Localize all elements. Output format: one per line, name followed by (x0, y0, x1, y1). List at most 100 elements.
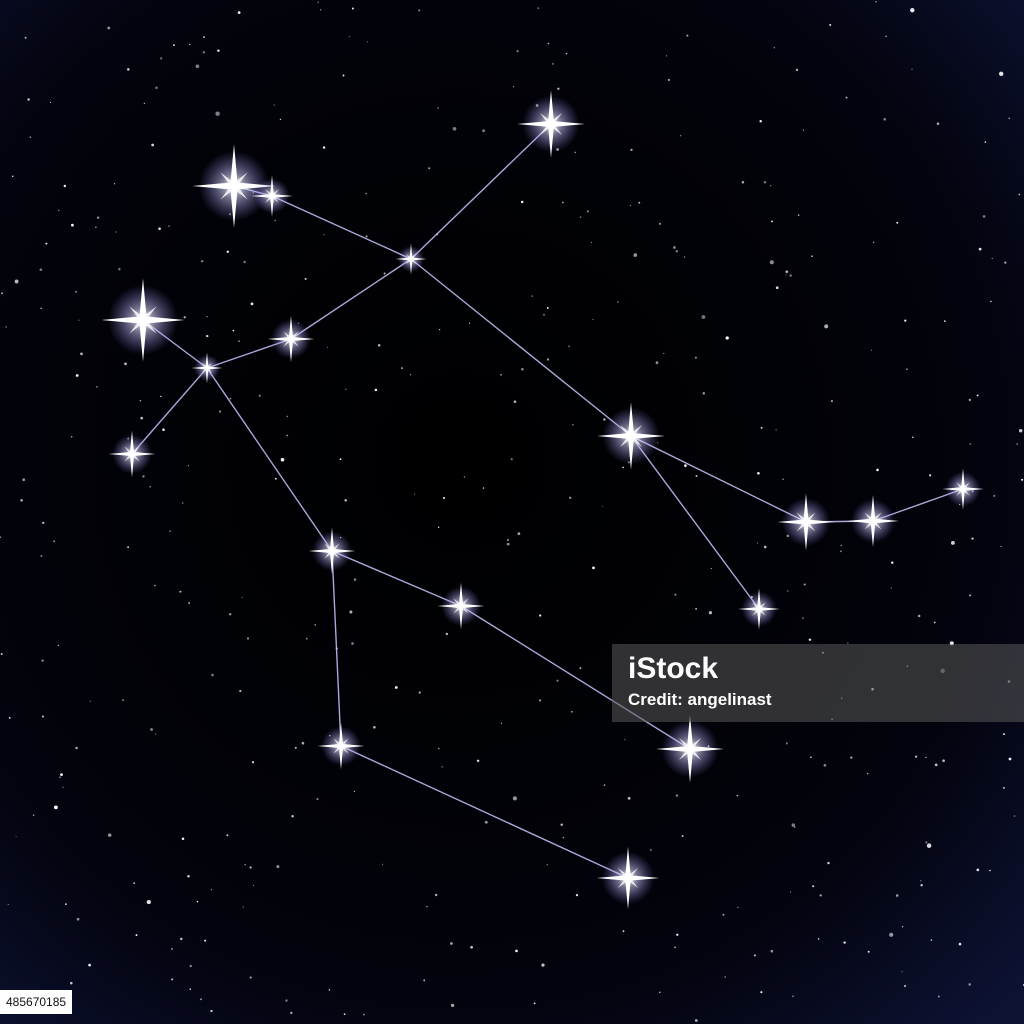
background-star (62, 786, 64, 788)
background-star (686, 34, 689, 37)
background-star (873, 241, 875, 243)
background-star (819, 894, 822, 897)
bright-star (517, 90, 585, 158)
background-star (901, 971, 903, 973)
background-star (695, 474, 698, 478)
background-star (896, 221, 899, 224)
background-star (791, 823, 796, 827)
background-star (258, 394, 261, 397)
background-star (71, 223, 74, 227)
background-star (756, 542, 758, 544)
background-star (274, 219, 276, 222)
background-star (244, 863, 246, 866)
background-star (902, 926, 904, 928)
background-star (40, 554, 43, 557)
background-star (810, 756, 812, 759)
background-star (539, 699, 542, 702)
background-star (579, 216, 582, 218)
background-star (722, 913, 725, 916)
bright-star (251, 175, 293, 217)
background-star (968, 983, 971, 986)
background-star (675, 250, 678, 253)
background-star (741, 181, 745, 184)
background-star (663, 352, 665, 355)
background-star (45, 242, 48, 245)
background-star (273, 104, 275, 106)
background-star (41, 659, 44, 662)
background-star (993, 494, 996, 497)
background-star (769, 260, 774, 265)
background-star (179, 590, 182, 593)
background-star (124, 362, 127, 366)
background-star (885, 35, 887, 38)
background-star (183, 316, 186, 319)
background-star (513, 86, 515, 88)
background-star (373, 725, 376, 729)
background-star (22, 478, 25, 481)
background-star (409, 374, 412, 376)
background-star (279, 118, 282, 121)
background-star (875, 0, 877, 3)
background-star (484, 820, 488, 824)
background-star (793, 826, 796, 828)
constellation-line (630, 435, 807, 523)
background-star (0, 536, 2, 538)
background-star (383, 272, 386, 275)
background-star (537, 7, 540, 9)
background-star (984, 141, 987, 143)
background-star (133, 882, 136, 885)
background-star (541, 963, 545, 967)
background-star (173, 44, 175, 46)
background-star (546, 864, 548, 866)
background-star (1013, 815, 1016, 817)
background-star (546, 306, 549, 309)
background-star (760, 991, 763, 994)
watermark-logo: iStock (628, 652, 719, 685)
background-star (88, 963, 91, 967)
background-star (301, 741, 305, 745)
background-star (8, 717, 11, 719)
background-star (187, 875, 190, 878)
background-star (118, 268, 121, 271)
background-star (586, 210, 589, 213)
background-star (512, 796, 517, 801)
background-star (246, 637, 250, 640)
background-star (789, 891, 792, 893)
background-star (770, 949, 774, 953)
background-star (630, 148, 633, 152)
background-star (770, 185, 772, 187)
background-star (78, 319, 80, 321)
background-star (725, 336, 729, 340)
background-star (579, 667, 582, 670)
background-star (5, 326, 7, 328)
background-star (414, 493, 416, 495)
background-star (895, 894, 899, 897)
background-star (562, 836, 565, 839)
background-star (437, 107, 439, 109)
background-star (969, 443, 971, 445)
bright-star (656, 715, 724, 783)
credit-label: Credit: (628, 690, 683, 709)
background-star (188, 602, 191, 604)
bright-star (191, 352, 223, 384)
background-star (75, 374, 79, 377)
background-star (64, 903, 67, 906)
background-star (702, 392, 706, 395)
background-star (624, 739, 626, 741)
background-star (374, 388, 378, 392)
background-star (546, 358, 550, 361)
background-star (547, 42, 550, 45)
background-star (24, 36, 27, 39)
background-star (291, 815, 294, 818)
background-star (328, 989, 331, 991)
background-star (463, 476, 466, 478)
background-star (570, 710, 573, 713)
background-star (189, 988, 192, 990)
background-star (274, 477, 277, 480)
background-star (1021, 478, 1024, 481)
background-star (1018, 193, 1021, 196)
background-star (683, 256, 686, 258)
background-star (96, 386, 98, 388)
background-star (285, 999, 288, 1002)
background-star (219, 410, 222, 413)
